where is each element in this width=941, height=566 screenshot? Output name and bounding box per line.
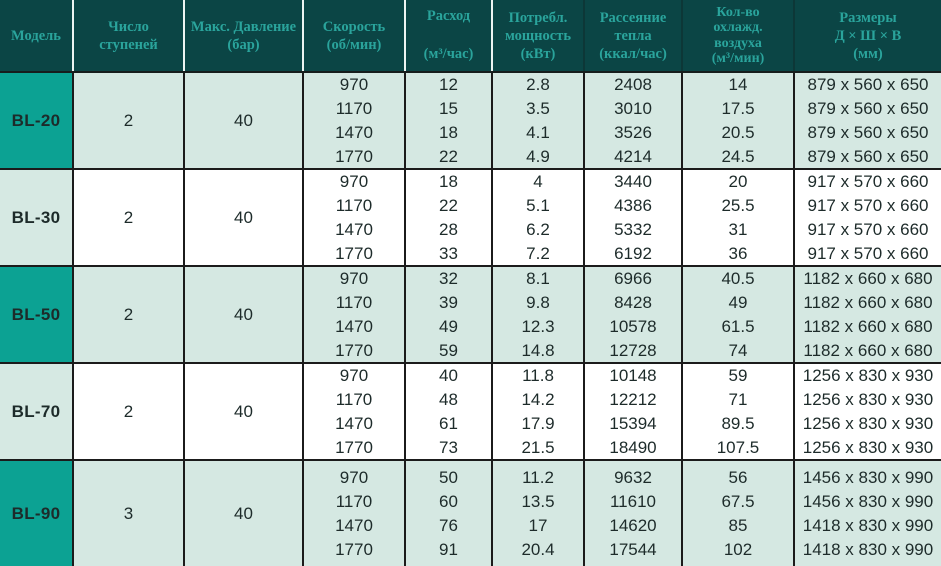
cell-bl-90-heat: 9632 11610 14620 17544 — [585, 461, 683, 566]
table-row-bl-20: BL-20 2 40 970 1170 1470 1770 12 15 18 2… — [0, 73, 941, 170]
cell-bl-70-power: 11.8 14.2 17.9 21.5 — [493, 364, 585, 459]
cell-bl-90-pressure: 40 — [185, 461, 304, 566]
table-row-bl-30: BL-30 2 40 970 1170 1470 1770 18 22 28 3… — [0, 170, 941, 267]
cell-bl-90-model: BL-90 — [0, 461, 74, 566]
cell-bl-30-model: BL-30 — [0, 170, 74, 265]
cell-bl-90-power: 11.2 13.5 17 20.4 — [493, 461, 585, 566]
cell-bl-50-flow: 32 39 49 59 — [406, 267, 493, 362]
cell-bl-50-power: 8.1 9.8 12.3 14.8 — [493, 267, 585, 362]
cell-bl-50-heat: 6966 8428 10578 12728 — [585, 267, 683, 362]
header-flow: Расход (м³/час) — [406, 0, 493, 71]
cell-bl-20-air: 14 17.5 20.5 24.5 — [683, 73, 795, 168]
cell-bl-20-speed: 970 1170 1470 1770 — [304, 73, 406, 168]
cell-bl-20-stages: 2 — [74, 73, 185, 168]
cell-bl-30-air: 20 25.5 31 36 — [683, 170, 795, 265]
header-dimensions: Размеры Д × Ш × В (мм) — [834, 9, 902, 62]
cell-bl-30-stages: 2 — [74, 170, 185, 265]
cell-bl-70-heat: 10148 12212 15394 18490 — [585, 364, 683, 459]
table-row-bl-70: BL-70 2 40 970 1170 1470 1770 40 48 61 7… — [0, 364, 941, 461]
header-heat: Рассеяние тепла (ккал/час) — [585, 0, 683, 71]
cell-bl-70-pressure: 40 — [185, 364, 304, 459]
cell-bl-20-dims: 879 x 560 x 650 879 x 560 x 650 879 x 56… — [795, 73, 941, 168]
cell-bl-20-flow: 12 15 18 22 — [406, 73, 493, 168]
cell-bl-90-stages: 3 — [74, 461, 185, 566]
cell-bl-70-flow: 40 48 61 73 — [406, 364, 493, 459]
cell-bl-30-heat: 3440 4386 5332 6192 — [585, 170, 683, 265]
header-row: Модель Число ступеней Макс. Давление (ба… — [0, 0, 941, 73]
cell-bl-70-dims: 1256 x 830 x 930 1256 x 830 x 930 1256 x… — [795, 364, 941, 459]
cell-bl-70-stages: 2 — [74, 364, 185, 459]
header-pressure: Макс. Давление (бар) — [185, 0, 304, 71]
cell-bl-30-flow: 18 22 28 33 — [406, 170, 493, 265]
cell-bl-90-dims: 1456 x 830 x 990 1456 x 830 x 990 1418 x… — [795, 461, 941, 566]
cell-bl-90-air: 56 67.5 85 102 — [683, 461, 795, 566]
cell-bl-50-pressure: 40 — [185, 267, 304, 362]
cell-bl-50-dims: 1182 x 660 x 680 1182 x 660 x 680 1182 x… — [795, 267, 941, 362]
cell-bl-30-power: 4 5.1 6.2 7.2 — [493, 170, 585, 265]
cell-bl-50-speed: 970 1170 1470 1770 — [304, 267, 406, 362]
cell-bl-20-power: 2.8 3.5 4.1 4.9 — [493, 73, 585, 168]
table-row-bl-90: BL-90 3 40 970 1170 1470 1770 50 60 76 9… — [0, 461, 941, 566]
header-stages: Число ступеней — [74, 0, 185, 71]
header-model: Модель — [0, 0, 74, 71]
cell-bl-70-speed: 970 1170 1470 1770 — [304, 364, 406, 459]
header-cooling-air: Кол-во охлажд. воздуха (м³/мин) — [683, 0, 795, 71]
cell-bl-30-dims: 917 x 570 x 660 917 x 570 x 660 917 x 57… — [795, 170, 941, 265]
cell-bl-90-speed: 970 1170 1470 1770 — [304, 461, 406, 566]
cell-bl-20-heat: 2408 3010 3526 4214 — [585, 73, 683, 168]
cell-bl-30-speed: 970 1170 1470 1770 — [304, 170, 406, 265]
header-power: Потребл. мощность (кВт) — [493, 0, 585, 71]
cell-bl-20-model: BL-20 — [0, 73, 74, 168]
table-row-bl-50: BL-50 2 40 970 1170 1470 1770 32 39 49 5… — [0, 267, 941, 364]
cell-bl-90-flow: 50 60 76 91 — [406, 461, 493, 566]
cell-bl-70-model: BL-70 — [0, 364, 74, 459]
header-speed: Скорость (об/мин) — [304, 0, 406, 71]
cell-bl-50-stages: 2 — [74, 267, 185, 362]
cell-bl-30-pressure: 40 — [185, 170, 304, 265]
cell-bl-20-pressure: 40 — [185, 73, 304, 168]
cell-bl-50-model: BL-50 — [0, 267, 74, 362]
cell-bl-70-air: 59 71 89.5 107.5 — [683, 364, 795, 459]
cell-bl-50-air: 40.5 49 61.5 74 — [683, 267, 795, 362]
